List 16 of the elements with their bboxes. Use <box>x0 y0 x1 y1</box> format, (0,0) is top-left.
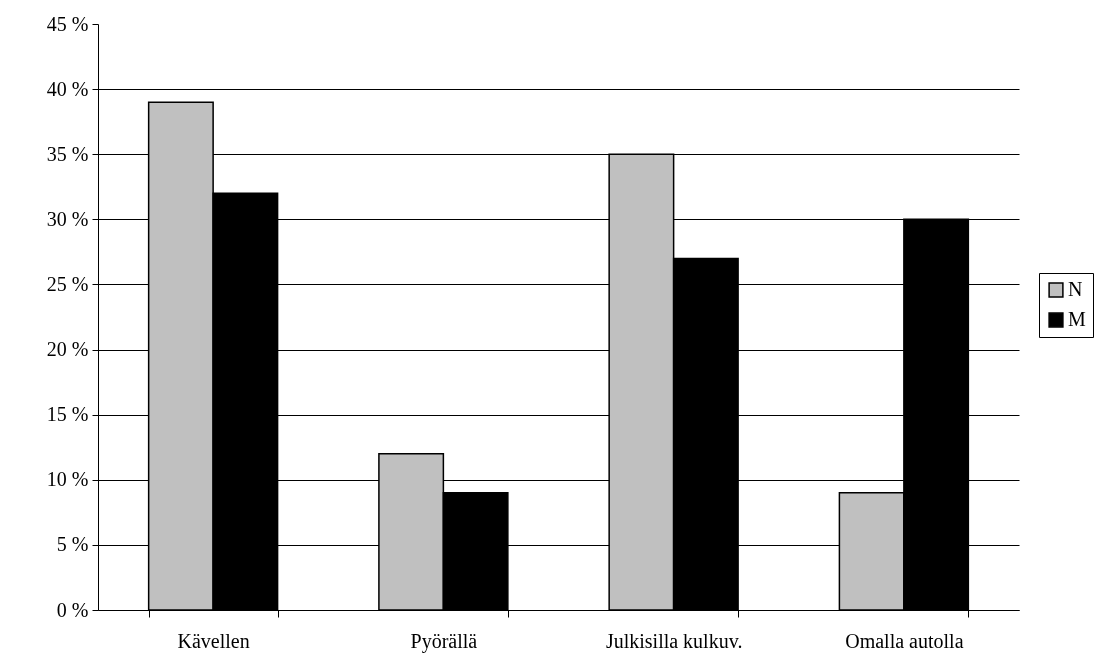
x-tick-label: Pyörällä <box>410 629 478 653</box>
y-tick-label: 30 % <box>46 207 89 230</box>
y-tick-label: 25 % <box>46 272 89 295</box>
y-tick-label: 40 % <box>46 77 89 100</box>
y-tick-label: 20 % <box>46 338 89 361</box>
legend-label: N <box>1068 278 1083 300</box>
y-tick-label: 15 % <box>46 403 89 426</box>
y-tick-label: 35 % <box>46 142 89 165</box>
x-tick-label: Omalla autolla <box>845 629 964 652</box>
y-tick-label: 45 % <box>46 12 89 35</box>
y-tick-label: 5 % <box>56 533 89 556</box>
x-tick-label: Kävellen <box>177 629 250 652</box>
x-tick-label: Julkisilla kulkuv. <box>605 629 743 652</box>
y-tick-label: 0 % <box>56 598 89 621</box>
legend-label: M <box>1068 308 1086 330</box>
y-tick-label: 10 % <box>46 468 89 491</box>
